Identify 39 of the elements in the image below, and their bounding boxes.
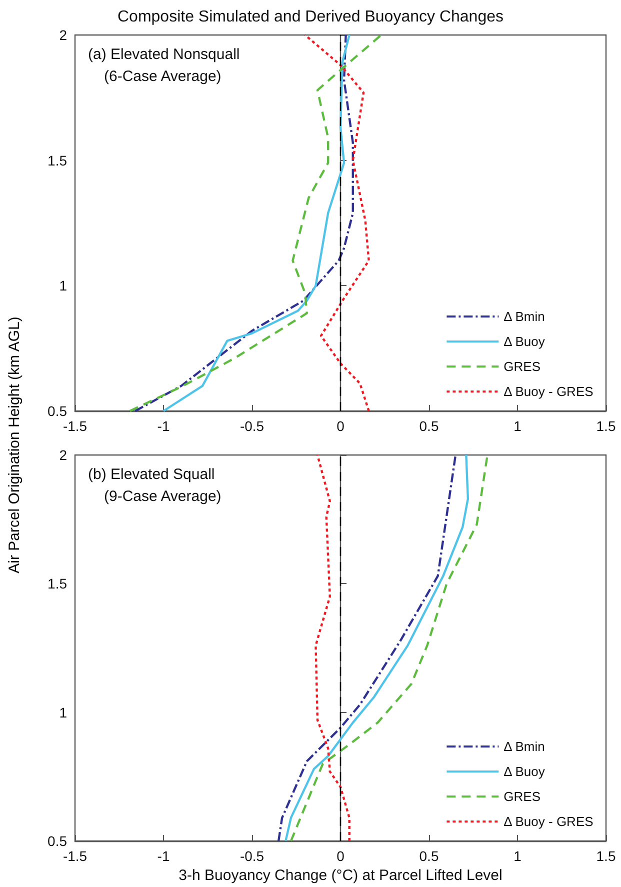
x-tick-label: 0 bbox=[336, 418, 345, 434]
legend-label: Δ Buoy - GRES bbox=[504, 384, 594, 399]
legend-label: Δ Buoy - GRES bbox=[504, 814, 594, 829]
legend-label: Δ Bmin bbox=[504, 309, 545, 324]
x-axis-title: 3-h Buoyancy Change (°C) at Parcel Lifted Level bbox=[178, 866, 502, 884]
legend-label: Δ Buoy bbox=[504, 764, 546, 779]
x-tick-label: 0 bbox=[336, 848, 345, 864]
legend-label: GRES bbox=[504, 359, 541, 374]
annotation: (6-Case Average) bbox=[104, 68, 222, 85]
y-tick-label: 1.5 bbox=[48, 576, 68, 592]
annotation: (b) Elevated Squall bbox=[88, 466, 215, 483]
y-tick-label: 0.5 bbox=[48, 833, 68, 849]
y-tick-label: 1.5 bbox=[48, 152, 68, 168]
x-tick-label: -1 bbox=[157, 418, 170, 434]
y-tick-label: 1 bbox=[59, 278, 68, 294]
y-tick-label: 1 bbox=[59, 704, 68, 720]
x-tick-label: 0.5 bbox=[419, 848, 439, 864]
x-tick-label: 1 bbox=[514, 848, 522, 864]
chart-title: Composite Simulated and Derived Buoyancy Changes bbox=[118, 8, 504, 26]
x-tick-label: -1.5 bbox=[62, 848, 88, 864]
x-tick-label: 1 bbox=[514, 418, 522, 434]
x-tick-label: -0.5 bbox=[240, 418, 264, 434]
y-axis-title: Air Parcel Origination Height (km AGL) bbox=[5, 316, 22, 574]
y-tick-label: 2 bbox=[59, 27, 68, 43]
annotation: (9-Case Average) bbox=[104, 488, 222, 505]
x-tick-label: -1 bbox=[157, 848, 170, 864]
y-tick-label: 2 bbox=[59, 447, 68, 463]
x-tick-label: 0.5 bbox=[419, 418, 439, 434]
x-tick-label: 1.5 bbox=[596, 418, 616, 434]
line-series bbox=[304, 34, 370, 412]
y-tick-label: 0.5 bbox=[48, 403, 68, 419]
line-series bbox=[314, 454, 350, 842]
legend-label: Δ Bmin bbox=[504, 739, 545, 754]
x-tick-label: -0.5 bbox=[240, 848, 264, 864]
x-tick-label: 1.5 bbox=[596, 848, 616, 864]
x-tick-label: -1.5 bbox=[62, 418, 88, 434]
legend-label: GRES bbox=[504, 789, 541, 804]
annotation: (a) Elevated Nonsquall bbox=[88, 46, 240, 63]
legend-label: Δ Buoy bbox=[504, 334, 546, 349]
